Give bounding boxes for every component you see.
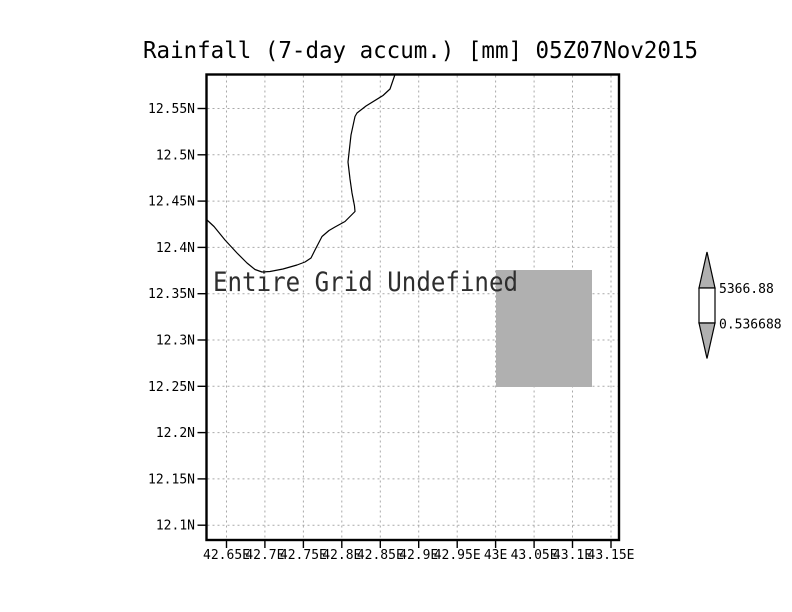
lon-axis-label: 42.75E bbox=[280, 548, 327, 563]
lon-axis-label: 43.1E bbox=[553, 548, 592, 563]
lat-axis-label: 12.1N bbox=[156, 519, 195, 534]
lon-axis-label: 43.15E bbox=[588, 548, 635, 563]
lat-axis-label: 12.35N bbox=[148, 287, 195, 302]
coastline-path bbox=[206, 73, 396, 273]
lat-axis-label: 12.25N bbox=[148, 380, 195, 395]
lon-axis-label: 43.05E bbox=[511, 548, 558, 563]
colorbar-body bbox=[698, 287, 716, 324]
colorbar-lower-triangle bbox=[698, 322, 716, 359]
lat-axis-label: 12.5N bbox=[156, 148, 195, 163]
lon-axis-label: 42.9E bbox=[399, 548, 438, 563]
lat-axis-label: 12.3N bbox=[156, 334, 195, 349]
grid-layer bbox=[207, 75, 618, 539]
lon-axis-label: 43E bbox=[484, 548, 507, 563]
lon-axis-label: 42.65E bbox=[203, 548, 250, 563]
page-title: Rainfall (7-day accum.) [mm] 05Z07Nov201… bbox=[143, 38, 698, 64]
lat-axis-label: 12.55N bbox=[148, 102, 195, 117]
tick-layer bbox=[197, 107, 612, 548]
axis-label-layer: 12.55N 12.5N 12.45N 12.4N 12.35N 12.3N 12.25N 1… bbox=[148, 102, 634, 563]
lon-axis-label: 42.95E bbox=[434, 548, 481, 563]
shaded-grid-cell bbox=[496, 270, 592, 387]
plot-border bbox=[205, 73, 621, 542]
status-annotation: Entire Grid Undefined bbox=[213, 267, 518, 298]
lat-axis-label: 12.2N bbox=[156, 426, 195, 441]
colorbar: 5366.88 0.536688 bbox=[698, 251, 782, 359]
lon-axis-label: 42.85E bbox=[357, 548, 404, 563]
colorbar-upper-triangle bbox=[698, 251, 716, 289]
lat-axis-label: 12.4N bbox=[156, 241, 195, 256]
lat-axis-label: 12.45N bbox=[148, 195, 195, 210]
lon-axis-label: 42.8E bbox=[322, 548, 361, 563]
lat-axis-label: 12.15N bbox=[148, 472, 195, 487]
colorbar-max-label: 5366.88 bbox=[719, 282, 774, 297]
colorbar-min-label: 0.536688 bbox=[719, 318, 782, 333]
lon-axis-label: 42.7E bbox=[245, 548, 284, 563]
